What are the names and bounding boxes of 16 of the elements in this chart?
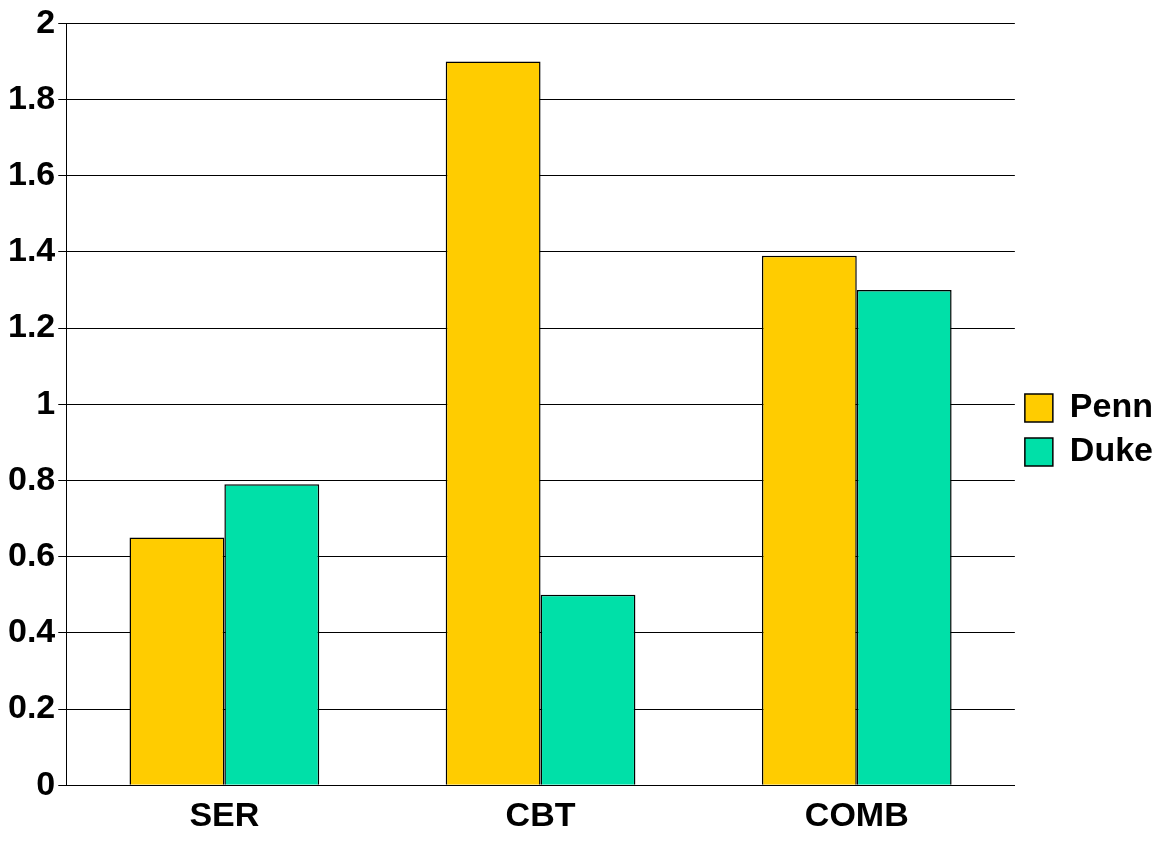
y-tick-label: 1.6 [8, 154, 56, 193]
y-tick-label: 1 [36, 382, 56, 421]
legend-label: Penn [1069, 386, 1153, 425]
y-tick-label: 1.2 [8, 306, 56, 345]
x-tick-label: CBT [505, 794, 576, 833]
x-tick-label: SER [189, 794, 260, 833]
x-tick-label: COMB [804, 794, 909, 833]
y-tick-label: 0 [36, 763, 56, 802]
y-tick-label: 2 [36, 1, 56, 40]
y-tick-label: 0.6 [8, 535, 56, 574]
y-tick-label: 1.4 [8, 230, 56, 269]
y-tick-label: 1.8 [8, 77, 56, 116]
y-tick-label: 0.8 [8, 458, 56, 497]
legend-label: Duke [1069, 430, 1153, 469]
y-tick-label: 0.2 [8, 687, 56, 726]
y-tick-label: 0.4 [8, 611, 56, 650]
